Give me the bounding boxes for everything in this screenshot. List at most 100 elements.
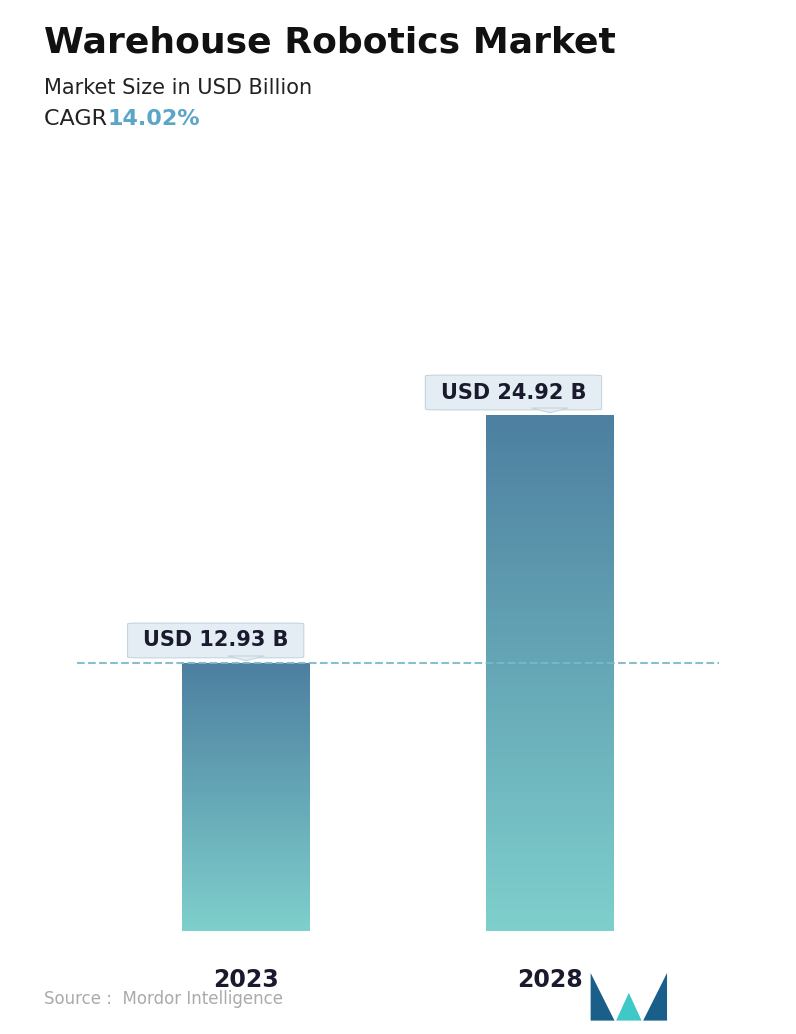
Bar [182,700,310,701]
Bar [486,679,614,681]
Bar [182,807,310,808]
Bar [182,893,310,895]
Bar [182,697,310,698]
Bar [486,695,614,697]
Bar [486,630,614,632]
Polygon shape [616,993,642,1021]
Bar [486,781,614,783]
Bar [486,550,614,553]
Bar [182,829,310,830]
Bar [182,873,310,875]
Bar [182,768,310,769]
Bar [182,796,310,798]
Bar [486,446,614,448]
Bar [486,890,614,892]
Bar [182,877,310,878]
Bar [486,438,614,442]
Bar [182,900,310,902]
Bar [486,791,614,793]
Bar [182,773,310,774]
Bar [486,778,614,780]
Bar [486,557,614,559]
Bar [486,596,614,598]
Bar [182,674,310,675]
Bar [182,916,310,917]
Bar [182,874,310,876]
Bar [486,906,614,908]
Bar [486,530,614,533]
Bar [182,819,310,820]
Bar [182,727,310,728]
Bar [182,880,310,882]
Bar [486,506,614,508]
Bar [182,716,310,717]
Bar [486,428,614,431]
Bar [182,862,310,863]
Bar [182,851,310,852]
Bar [486,817,614,819]
Bar [182,779,310,780]
Text: 2028: 2028 [517,968,583,992]
Bar [486,830,614,832]
Bar [486,477,614,479]
Bar [486,606,614,608]
Bar [486,672,614,674]
Bar [182,847,310,848]
Bar [182,736,310,737]
Bar [182,740,310,741]
Bar [182,861,310,862]
Bar [182,746,310,747]
Bar [182,672,310,673]
Bar [182,899,310,901]
Bar [182,784,310,785]
Bar [486,545,614,548]
Bar [182,918,310,920]
Bar [182,730,310,731]
Bar [182,885,310,886]
Bar [182,909,310,910]
Bar [486,677,614,679]
Bar [182,766,310,767]
Bar [182,757,310,758]
Bar [486,682,614,685]
Bar [486,497,614,499]
Bar [182,794,310,795]
Bar [486,900,614,902]
Bar [182,795,310,796]
Bar [486,417,614,419]
Bar [486,599,614,601]
Bar [182,699,310,701]
Bar [486,571,614,573]
Bar [486,611,614,613]
Bar [182,830,310,831]
Bar [486,568,614,570]
Bar [486,480,614,482]
Bar [486,590,614,592]
Bar [486,799,614,801]
Polygon shape [643,973,667,1021]
Bar [182,828,310,830]
Bar [182,810,310,811]
Bar [486,525,614,527]
Bar [182,826,310,827]
Bar [182,823,310,824]
Bar [486,432,614,434]
Bar [182,743,310,744]
Bar [486,508,614,510]
Bar [486,555,614,557]
Bar [486,671,614,673]
Bar [182,666,310,667]
Bar [486,531,614,534]
Bar [182,705,310,706]
Bar [486,838,614,840]
Bar [486,565,614,567]
Bar [486,848,614,850]
Bar [486,489,614,491]
Bar [486,425,614,427]
Bar [182,865,310,866]
Bar [486,433,614,436]
Bar [182,915,310,916]
Bar [486,733,614,735]
Bar [182,841,310,843]
Bar [486,528,614,530]
